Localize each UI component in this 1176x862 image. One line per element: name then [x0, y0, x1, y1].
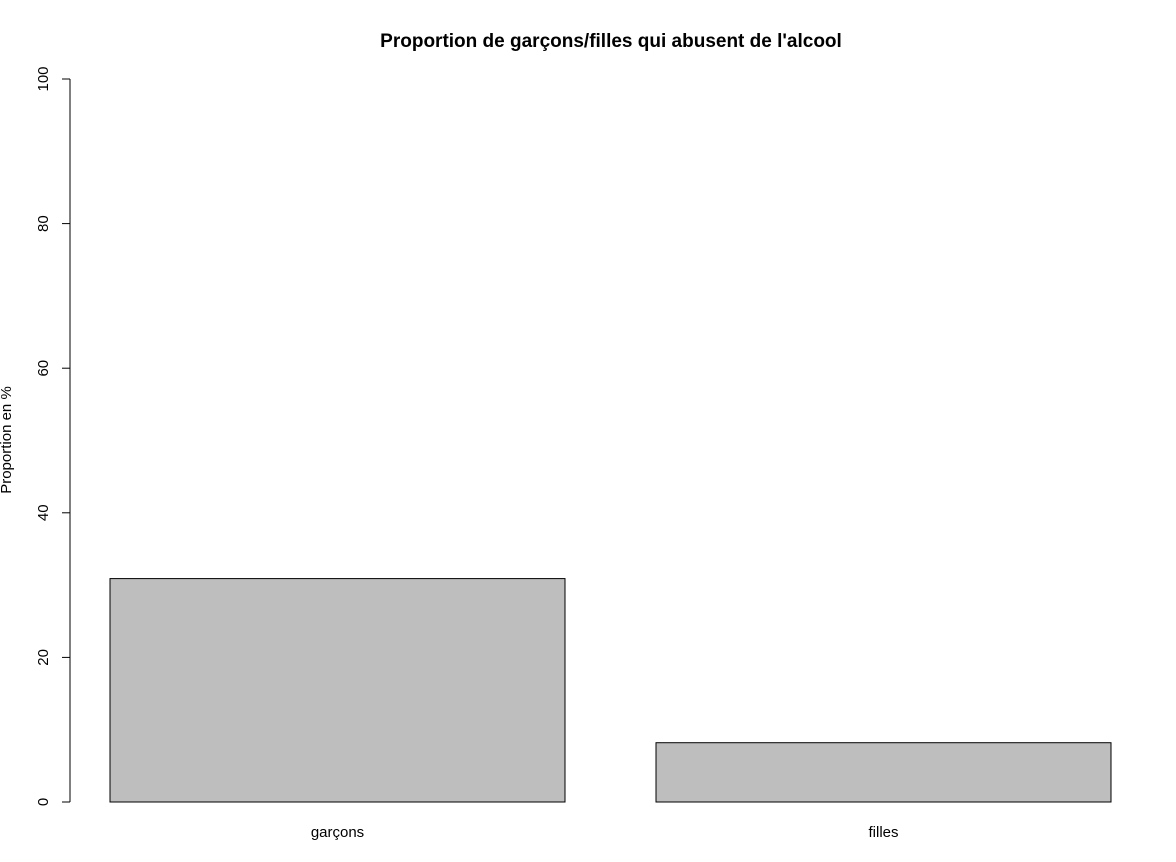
- x-category-label: filles: [868, 824, 898, 841]
- x-category-label: garçons: [311, 824, 364, 841]
- category-labels: garçons filles: [311, 824, 899, 841]
- y-tick-label: 0: [35, 798, 52, 806]
- y-tick-label: 80: [35, 215, 52, 232]
- y-axis: 0 20 40 60 80 100: [35, 66, 71, 806]
- y-tick-label: 60: [35, 360, 52, 377]
- bars: [109, 578, 1112, 803]
- y-axis-label: Proportion en %: [0, 386, 15, 494]
- y-tick-label: 20: [35, 649, 52, 666]
- bar-1: [655, 742, 1112, 803]
- y-tick-label: 100: [35, 66, 52, 91]
- bar-0: [109, 578, 566, 803]
- y-tick-label: 40: [35, 504, 52, 521]
- chart-title: Proportion de garçons/filles qui abusent…: [380, 31, 842, 52]
